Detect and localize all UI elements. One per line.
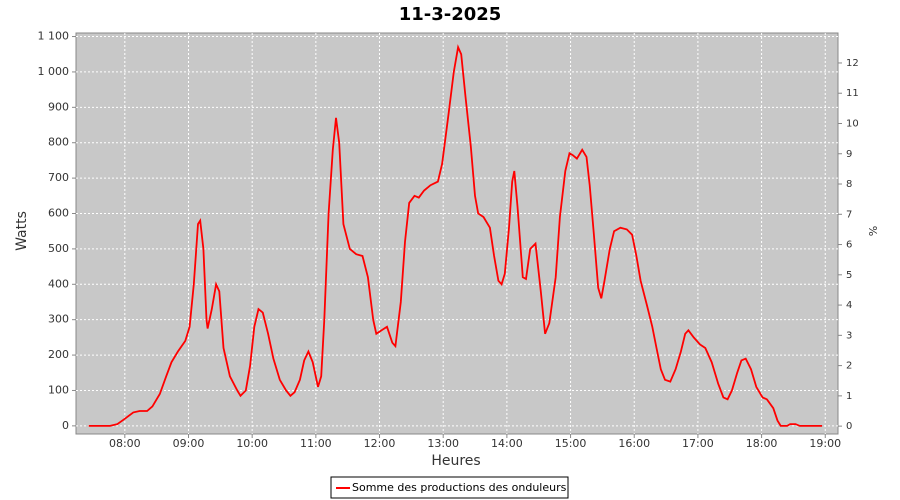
y-tick-label: 0 bbox=[62, 419, 69, 432]
x-tick-label: 18:00 bbox=[746, 437, 778, 450]
legend bbox=[330, 476, 569, 499]
y2-tick-label: 1 bbox=[846, 391, 852, 402]
x-tick-label: 14:00 bbox=[491, 437, 523, 450]
y-tick-label: 200 bbox=[48, 348, 69, 361]
y-tick-label: 500 bbox=[48, 242, 69, 255]
y2-tick-label: 5 bbox=[846, 270, 852, 281]
y-tick-label: 1 000 bbox=[38, 65, 70, 78]
plot-area bbox=[75, 32, 839, 435]
y2-tick-label: 0 bbox=[846, 421, 852, 432]
y2-tick-label: 8 bbox=[846, 179, 852, 190]
x-tick-label: 08:00 bbox=[109, 437, 141, 450]
y-tick-label: 900 bbox=[48, 100, 69, 113]
x-tick-label: 09:00 bbox=[173, 437, 205, 450]
y2-tick-label: 3 bbox=[846, 330, 852, 341]
x-axis-label: Heures bbox=[431, 453, 480, 469]
y2-tick-label: 6 bbox=[846, 240, 852, 251]
y-tick-label: 300 bbox=[48, 313, 69, 326]
y2-tick-label: 7 bbox=[846, 209, 852, 220]
x-tick-label: 11:00 bbox=[300, 437, 332, 450]
x-tick-label: 15:00 bbox=[555, 437, 587, 450]
y-tick-label: 1 100 bbox=[38, 30, 70, 43]
y2-tick-label: 9 bbox=[846, 149, 852, 160]
y2-tick-label: 11 bbox=[846, 88, 859, 99]
legend-label: Somme des productions des onduleurs bbox=[352, 481, 567, 494]
y2-tick-label: 12 bbox=[846, 58, 859, 69]
y2-tick-label: 2 bbox=[846, 361, 852, 372]
y2-axis-label: % bbox=[866, 226, 879, 236]
x-tick-label: 10:00 bbox=[236, 437, 268, 450]
y-tick-label: 100 bbox=[48, 383, 69, 396]
y-tick-label: 700 bbox=[48, 171, 69, 184]
y-tick-label: 400 bbox=[48, 277, 69, 290]
y-axis-label: Watts bbox=[14, 211, 30, 251]
y-tick-label: 800 bbox=[48, 136, 69, 149]
line-series bbox=[88, 44, 823, 427]
x-tick-label: 16:00 bbox=[618, 437, 650, 450]
chart-title: 11-3-2025 bbox=[399, 4, 502, 25]
y2-tick-label: 10 bbox=[846, 118, 859, 129]
x-tick-label: 19:00 bbox=[809, 437, 841, 450]
x-tick-label: 13:00 bbox=[427, 437, 459, 450]
x-tick-label: 17:00 bbox=[682, 437, 714, 450]
y2-tick-label: 4 bbox=[846, 300, 852, 311]
y-tick-label: 600 bbox=[48, 207, 69, 220]
x-tick-label: 12:00 bbox=[364, 437, 396, 450]
